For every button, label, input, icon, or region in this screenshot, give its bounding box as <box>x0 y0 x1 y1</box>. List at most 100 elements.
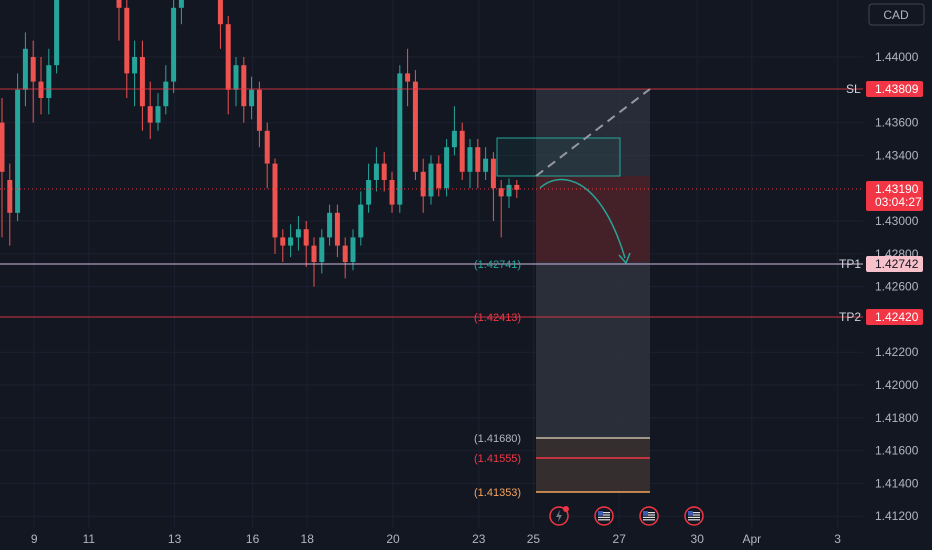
flag-stripe <box>643 519 655 521</box>
sl-value: 1.43809 <box>875 82 919 96</box>
flag-stripe <box>643 514 655 516</box>
time-tick-label: 25 <box>527 532 541 546</box>
arrow-head <box>618 252 631 265</box>
dashed-projection-line <box>535 88 651 177</box>
flag-stripe <box>688 512 700 514</box>
tp1-tag <box>866 256 923 272</box>
zone-annotation-3: (1.41353) <box>474 487 521 499</box>
flag-stripe <box>643 516 655 518</box>
zone-annotation-1: (1.41680) <box>474 433 521 445</box>
candle-body <box>139 57 145 107</box>
candle-body <box>334 212 340 246</box>
candle-body <box>459 130 465 172</box>
tp2-level-annotation: (1.42413) <box>474 312 521 324</box>
projected-path-arrow <box>539 178 626 259</box>
current-price-tag <box>866 181 923 211</box>
drawings <box>496 88 651 265</box>
time-tick-label: Apr <box>742 532 761 546</box>
consolidation-box <box>496 137 621 177</box>
candle-body <box>233 65 239 90</box>
candle-body <box>178 0 184 8</box>
risk-zone <box>536 176 650 262</box>
candle-body <box>46 65 52 98</box>
tp1-level-annotation: (1.42741) <box>474 259 521 271</box>
candle-body <box>490 158 496 189</box>
time-tick-label: 13 <box>168 532 182 546</box>
extended-target-zone <box>536 438 650 492</box>
price-tick-label: 1.43600 <box>875 116 919 130</box>
candle-body <box>54 0 60 66</box>
time-tick-label: 9 <box>31 532 38 546</box>
flag-stripe <box>598 519 610 521</box>
candle-body <box>264 130 270 164</box>
flag-stripe <box>688 519 700 521</box>
us-flag-icon-ring <box>684 506 704 526</box>
lightning-glyph <box>556 510 562 522</box>
sl-label: SL <box>846 82 861 96</box>
flag-stripe <box>643 512 655 514</box>
flag-canton <box>688 511 693 516</box>
candle-body <box>444 147 450 189</box>
candle-body <box>483 158 489 172</box>
us-flag-icon <box>594 506 614 526</box>
time-tick-label: 20 <box>386 532 400 546</box>
candle-body <box>498 188 504 197</box>
currency-badge[interactable]: CAD <box>868 3 925 26</box>
flag-stripe <box>598 514 610 516</box>
candle-body <box>155 106 161 123</box>
candle-body <box>171 7 177 82</box>
candle-body <box>163 81 169 107</box>
current-price-value: 1.43190 <box>875 182 919 196</box>
candle-body <box>288 237 294 246</box>
event-icons <box>549 506 704 526</box>
price-tick-label: 1.41800 <box>875 411 919 425</box>
candle-body <box>451 130 457 148</box>
price-tick-label: 1.44000 <box>875 50 919 64</box>
us-flag-icon <box>639 506 659 526</box>
price-levels: (1.42741) (1.42413) (1.41680) (1.41555) (1.4… <box>0 88 863 499</box>
candle-body <box>358 204 364 238</box>
candle-body <box>295 229 301 238</box>
tp1-label: TP1 <box>839 257 861 271</box>
candle-body <box>147 106 153 123</box>
candle-body <box>506 184 512 197</box>
zone-annotation-2: (1.41555) <box>474 453 521 465</box>
price-tick-label: 1.41400 <box>875 476 919 490</box>
time-tick-label: 30 <box>691 532 705 546</box>
time-axis: 9 11 13 16 18 20 23 25 27 30 Apr 3 <box>31 532 841 546</box>
candle-body <box>342 245 348 262</box>
candle-body <box>514 184 520 190</box>
flag-canton <box>643 511 648 516</box>
candle-body <box>241 65 247 107</box>
price-tick-label: 1.43400 <box>875 148 919 162</box>
candle-body <box>420 171 426 197</box>
candle-body <box>22 48 28 90</box>
price-tick-label: 1.43000 <box>875 214 919 228</box>
candle-body <box>311 245 317 262</box>
price-tick-label: 1.42600 <box>875 280 919 294</box>
flag-canton <box>598 511 603 516</box>
candle-body <box>7 180 13 213</box>
tp1-value: 1.42742 <box>875 257 919 271</box>
candle-body <box>327 212 333 238</box>
candle-body <box>412 81 418 172</box>
candle-body <box>350 237 356 262</box>
candle-body <box>225 24 231 90</box>
price-axis: 1.440001.436001.434001.430001.428001.426… <box>839 50 923 523</box>
us-flag-icon-ring <box>594 506 614 526</box>
price-tick-label: 1.41600 <box>875 444 919 458</box>
flag-stripe <box>598 512 610 514</box>
price-tick-label: 1.42000 <box>875 378 919 392</box>
candle-body <box>124 7 130 74</box>
trade-zones <box>536 89 650 492</box>
time-tick-label: 3 <box>834 532 841 546</box>
candle-countdown: 03:04:27 <box>875 195 922 209</box>
candle-body <box>319 237 325 262</box>
time-tick-label: 16 <box>246 532 260 546</box>
candle-body <box>132 57 138 74</box>
us-flag-icon <box>684 506 704 526</box>
candle-body <box>436 163 442 189</box>
time-tick-label: 11 <box>83 532 96 546</box>
candle-body <box>397 73 403 205</box>
